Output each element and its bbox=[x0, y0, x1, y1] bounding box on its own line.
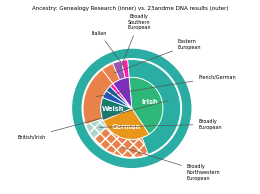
Wedge shape bbox=[128, 60, 181, 154]
Wedge shape bbox=[129, 77, 163, 134]
Text: Broadly
Southern
European: Broadly Southern European bbox=[121, 14, 151, 68]
Wedge shape bbox=[83, 70, 113, 125]
Text: Ancestry: Genealogy Research (inner) vs. 23andme DNA results (outer): Ancestry: Genealogy Research (inner) vs.… bbox=[32, 6, 228, 11]
Text: Irish: Irish bbox=[142, 99, 158, 105]
Text: French/German: French/German bbox=[96, 75, 236, 97]
Wedge shape bbox=[93, 127, 148, 157]
Circle shape bbox=[73, 49, 191, 167]
Text: Italian: Italian bbox=[92, 31, 124, 67]
Wedge shape bbox=[101, 98, 132, 120]
Text: Welsh: Welsh bbox=[101, 106, 124, 112]
Text: Eastern
European: Eastern European bbox=[114, 39, 202, 73]
Wedge shape bbox=[110, 84, 132, 108]
Text: British/Irish: British/Irish bbox=[18, 101, 168, 139]
Wedge shape bbox=[121, 60, 129, 78]
Wedge shape bbox=[102, 63, 120, 84]
Text: German: German bbox=[112, 124, 141, 130]
Wedge shape bbox=[103, 91, 132, 108]
Wedge shape bbox=[113, 61, 125, 80]
Text: Broadly
Northwestern
European: Broadly Northwestern European bbox=[123, 147, 220, 180]
Wedge shape bbox=[86, 119, 107, 138]
Circle shape bbox=[82, 59, 181, 158]
Wedge shape bbox=[103, 108, 149, 139]
Text: Broadly
European: Broadly European bbox=[100, 119, 222, 130]
Wedge shape bbox=[113, 77, 132, 108]
Wedge shape bbox=[106, 86, 132, 108]
